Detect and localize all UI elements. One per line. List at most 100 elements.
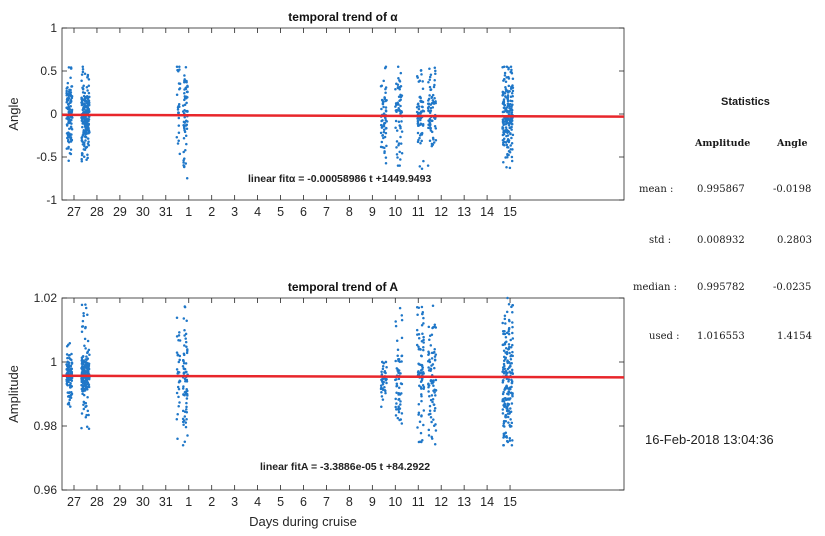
data-point bbox=[394, 405, 397, 409]
data-point bbox=[508, 126, 511, 130]
x-tick-label: 31 bbox=[159, 205, 173, 219]
data-point bbox=[398, 150, 401, 154]
data-point bbox=[434, 429, 438, 432]
data-point bbox=[421, 332, 424, 335]
data-point bbox=[84, 405, 87, 409]
data-point bbox=[428, 358, 431, 361]
data-point bbox=[69, 118, 73, 122]
data-point bbox=[429, 416, 433, 419]
data-point bbox=[427, 428, 431, 432]
data-point bbox=[83, 102, 86, 106]
data-point bbox=[428, 394, 431, 398]
linear-fit-line bbox=[61, 374, 625, 379]
data-point bbox=[502, 98, 506, 101]
data-point bbox=[509, 65, 513, 68]
data-point bbox=[67, 147, 70, 150]
data-point bbox=[385, 381, 388, 385]
data-point bbox=[85, 355, 88, 358]
data-point bbox=[185, 80, 188, 84]
data-point bbox=[182, 372, 186, 375]
data-point bbox=[382, 112, 386, 115]
data-point bbox=[427, 352, 431, 355]
data-point bbox=[507, 343, 511, 346]
data-point bbox=[183, 116, 186, 119]
data-point bbox=[420, 339, 424, 343]
data-point bbox=[400, 130, 404, 133]
data-point bbox=[80, 303, 84, 307]
x-tick-label: 13 bbox=[457, 495, 471, 509]
data-point bbox=[508, 118, 512, 121]
stats-label: used : bbox=[649, 331, 680, 342]
data-point bbox=[181, 387, 185, 390]
data-point bbox=[422, 409, 426, 412]
data-point bbox=[431, 106, 435, 109]
data-point bbox=[422, 341, 425, 344]
data-point bbox=[395, 129, 399, 132]
data-point bbox=[175, 316, 179, 319]
data-point bbox=[504, 405, 507, 408]
data-point bbox=[184, 148, 187, 152]
data-point bbox=[504, 386, 507, 390]
x-tick-label: 14 bbox=[480, 495, 494, 509]
data-point bbox=[433, 350, 436, 354]
data-point bbox=[397, 95, 401, 99]
data-point bbox=[395, 339, 399, 343]
data-point bbox=[421, 105, 424, 109]
data-point bbox=[396, 83, 400, 87]
data-point bbox=[85, 370, 88, 373]
data-point bbox=[381, 99, 385, 103]
data-point bbox=[505, 407, 508, 410]
data-point bbox=[384, 109, 388, 112]
data-point bbox=[418, 95, 421, 99]
stats-angle-value: -0.0198 bbox=[773, 184, 812, 195]
data-point bbox=[87, 367, 91, 371]
data-point bbox=[400, 120, 403, 123]
data-point bbox=[80, 96, 83, 100]
stats-angle-value: -0.0235 bbox=[773, 282, 812, 293]
data-point bbox=[395, 382, 399, 386]
data-point bbox=[394, 119, 398, 123]
data-point bbox=[419, 118, 422, 122]
data-point bbox=[81, 88, 85, 91]
data-point bbox=[86, 156, 89, 160]
data-point bbox=[70, 94, 74, 98]
data-point bbox=[82, 143, 86, 146]
data-point bbox=[87, 362, 91, 366]
data-point bbox=[176, 353, 179, 357]
x-tick-label: 15 bbox=[503, 495, 517, 509]
data-point bbox=[399, 135, 402, 139]
data-point bbox=[65, 100, 68, 104]
data-point bbox=[177, 334, 181, 337]
data-point bbox=[69, 381, 72, 385]
data-point bbox=[508, 122, 512, 125]
stats-amplitude-value: 0.995782 bbox=[697, 282, 745, 293]
data-point bbox=[506, 104, 510, 108]
x-tick-label: 8 bbox=[346, 495, 353, 509]
data-point bbox=[69, 405, 72, 408]
data-point bbox=[506, 94, 510, 97]
data-point bbox=[397, 77, 400, 80]
data-point bbox=[501, 412, 505, 415]
data-point bbox=[431, 398, 435, 401]
data-point bbox=[429, 367, 433, 371]
data-point bbox=[184, 340, 188, 344]
data-point bbox=[421, 368, 424, 371]
data-point bbox=[181, 110, 185, 113]
data-point bbox=[381, 398, 385, 401]
stats-label: mean : bbox=[639, 184, 674, 195]
data-point bbox=[83, 360, 86, 364]
data-point bbox=[433, 409, 436, 413]
x-tick-label: 4 bbox=[254, 495, 261, 509]
data-point bbox=[502, 390, 505, 394]
data-point bbox=[88, 95, 91, 99]
data-point bbox=[399, 158, 402, 161]
data-point bbox=[420, 399, 423, 403]
data-point bbox=[501, 143, 505, 146]
data-point bbox=[509, 407, 512, 410]
data-point bbox=[83, 72, 87, 75]
data-point bbox=[432, 85, 436, 89]
data-point bbox=[175, 93, 179, 97]
data-point bbox=[504, 347, 508, 350]
data-point bbox=[384, 391, 387, 395]
data-point bbox=[508, 106, 511, 110]
